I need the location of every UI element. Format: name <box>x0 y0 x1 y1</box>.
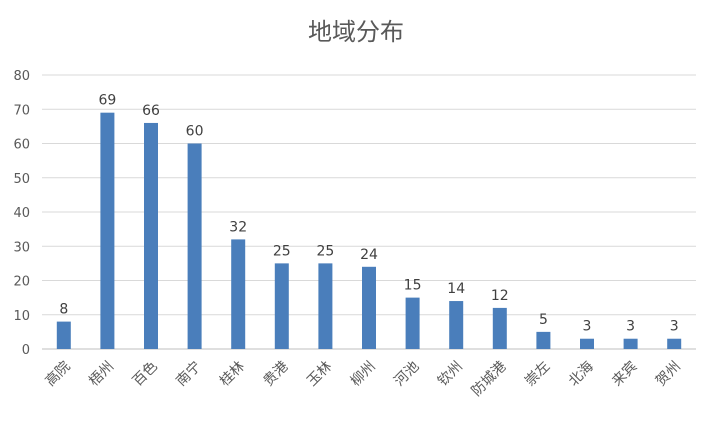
x-tick-label: 南宁 <box>173 358 205 390</box>
bar <box>492 307 507 349</box>
data-label: 25 <box>316 243 334 259</box>
data-label: 69 <box>98 93 116 109</box>
bar <box>144 122 158 349</box>
x-tick-label: 贺州 <box>653 359 684 390</box>
y-tick-label: 30 <box>13 240 30 255</box>
x-tick-label: 百色 <box>129 358 161 390</box>
bar <box>536 331 551 349</box>
bar <box>231 239 246 349</box>
data-label: 14 <box>447 281 465 297</box>
x-tick-label: 贵港 <box>261 359 292 390</box>
bar <box>318 263 333 349</box>
y-tick-label: 0 <box>22 343 30 358</box>
y-tick-label: 10 <box>13 309 30 324</box>
bar <box>449 301 464 349</box>
bars <box>56 112 682 349</box>
data-label: 60 <box>186 124 204 140</box>
x-tick-label: 梧州 <box>86 359 117 390</box>
data-label: 12 <box>491 288 509 304</box>
bar <box>187 143 202 349</box>
data-label: 5 <box>539 312 548 328</box>
y-tick-label: 70 <box>13 103 30 118</box>
data-label: 8 <box>59 302 68 318</box>
data-label: 25 <box>273 243 291 259</box>
data-label: 15 <box>404 278 422 294</box>
x-tick-label: 崇左 <box>522 359 553 390</box>
data-label: 32 <box>229 219 247 235</box>
bar <box>56 321 71 349</box>
x-tick-label: 柳州 <box>347 358 379 390</box>
bar <box>274 263 289 349</box>
chart-title: 地域分布 <box>308 18 404 46</box>
bar <box>667 338 682 349</box>
bar <box>623 338 638 349</box>
y-tick-label: 80 <box>13 69 30 84</box>
x-tick-label: 防城港 <box>469 359 510 400</box>
data-label: 66 <box>142 103 160 119</box>
y-tick-label: 20 <box>13 275 30 290</box>
data-label: 3 <box>670 319 679 335</box>
y-tick-label: 40 <box>13 206 30 221</box>
x-tick-label: 玉林 <box>304 359 335 390</box>
x-tick-label: 河池 <box>391 359 422 390</box>
data-label: 3 <box>583 319 592 335</box>
y-tick-label: 50 <box>13 172 30 187</box>
bar <box>362 266 376 349</box>
x-tick-label: 高院 <box>42 358 74 390</box>
bar <box>100 112 115 349</box>
data-labels: 8 69 66 60 32 25 25 24 15 14 12 5 3 3 3 <box>59 93 678 335</box>
x-tick-label: 来宾 <box>609 359 640 390</box>
x-tick-label: 北海 <box>566 359 597 390</box>
bar <box>580 338 594 349</box>
y-tick-label: 60 <box>13 138 30 153</box>
bar <box>405 297 420 349</box>
x-tick-label: 桂林 <box>217 359 248 390</box>
y-axis-ticks: 0 10 20 30 40 50 60 70 80 <box>13 69 30 358</box>
data-label: 3 <box>626 319 635 335</box>
data-label: 24 <box>360 247 378 263</box>
x-axis-ticks: 高院 梧州 百色 南宁 桂林 贵港 玉林 柳州 河池 钦州 防城港 崇左 北海 来宾 贺州 <box>42 358 684 400</box>
x-tick-label: 钦州 <box>435 359 466 390</box>
